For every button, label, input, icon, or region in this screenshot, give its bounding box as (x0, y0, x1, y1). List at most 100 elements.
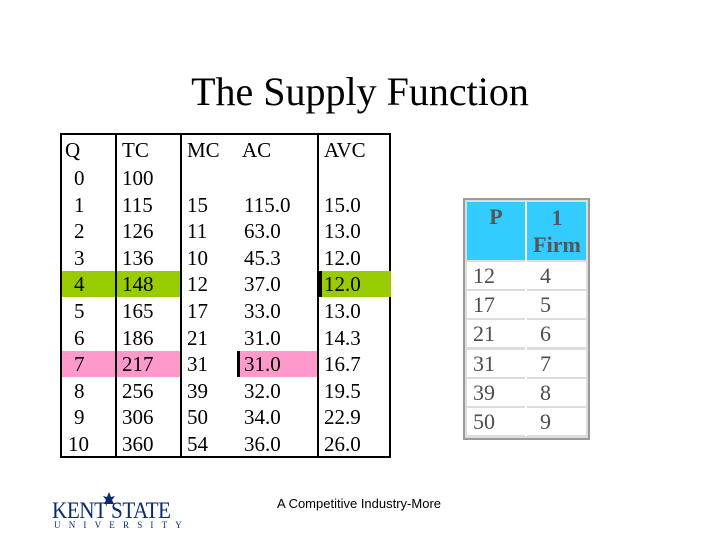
table-row: 1 115 15 115.0 15.0 (62, 192, 389, 219)
table-cell: 39 (187, 378, 208, 403)
table-cell: 217 (122, 352, 154, 377)
table-cell: 115 (122, 192, 153, 217)
table-cell: 13.0 (324, 219, 361, 244)
price-cell: 31 (473, 350, 495, 376)
column-header: AC (242, 138, 272, 162)
column-header: TC (122, 138, 149, 162)
table-cell: 13.0 (324, 299, 361, 323)
table-row: 9 306 50 34.0 22.9 (62, 404, 389, 431)
table-cell: 3 (74, 245, 85, 270)
table-cell: 1 (74, 192, 85, 217)
column-divider (180, 135, 182, 456)
table-cell: 12 (187, 272, 208, 297)
firm-count-header: 1 Firm (533, 205, 581, 257)
table-cell: 17 (187, 299, 208, 323)
table-cell: 31.0 (244, 352, 281, 377)
table-cell: 10 (187, 245, 208, 270)
ac-highlight (237, 351, 317, 378)
table-cell: 15.0 (324, 192, 361, 217)
slide-caption: A Competitive Industry-More (277, 496, 442, 511)
table-row: 7 217 31 31.0 16.7 (62, 351, 389, 378)
table-cell: 26.0 (324, 432, 361, 456)
quantity-cell: 9 (540, 409, 551, 434)
cost-table-header: Q TC MC AC AVC (62, 137, 389, 164)
table-cell: 8 (74, 378, 85, 403)
table-cell: 136 (122, 245, 154, 270)
slide-title: The Supply Function (191, 69, 529, 114)
table-row: 6 186 21 31.0 14.3 (62, 325, 389, 352)
table-row: 8 256 39 32.0 19.5 (62, 378, 389, 405)
table-cell: 6 (74, 325, 85, 350)
column-divider (317, 135, 319, 456)
row-highlight (62, 351, 180, 378)
table-cell: 126 (122, 219, 154, 244)
table-cell: 186 (122, 325, 154, 350)
table-cell: 4 (74, 272, 85, 297)
table-cell: 33.0 (244, 299, 281, 323)
avc-marker (319, 271, 322, 298)
column-header: Q (65, 138, 81, 162)
table-cell: 31.0 (244, 325, 281, 350)
quantity-cell: 5 (540, 292, 551, 318)
table-row: 0 100 (62, 165, 389, 192)
table-row: 5 165 17 33.0 13.0 (62, 298, 389, 325)
table-cell: 11 (187, 219, 208, 244)
table-cell: 31 (187, 352, 208, 377)
kent-state-logo: KENT STATE UNIVERSITY (52, 492, 182, 532)
price-cell: 39 (473, 379, 495, 405)
table-cell: 0 (74, 166, 85, 190)
column-header: MC (187, 138, 220, 162)
column-divider (525, 202, 527, 436)
logo-flame-icon (103, 492, 115, 504)
table-cell: 45.3 (244, 245, 281, 270)
table-cell: 360 (122, 432, 154, 456)
table-cell: 12.0 (324, 272, 361, 297)
quantity-cell: 6 (540, 321, 551, 347)
table-cell: 100 (122, 166, 154, 190)
price-header: P (489, 204, 503, 229)
table-cell: 19.5 (324, 378, 361, 403)
table-cell: 7 (74, 352, 85, 377)
column-divider (115, 135, 117, 456)
table-cell: 9 (74, 405, 85, 430)
table-cell: 54 (187, 432, 208, 456)
price-cell: 17 (473, 292, 495, 318)
table-cell: 148 (122, 272, 154, 297)
price-cell: 12 (473, 263, 495, 288)
table-row: 4 148 12 37.0 12.0 (62, 271, 389, 298)
table-cell: 10 (68, 432, 89, 456)
price-cell: 21 (473, 321, 495, 347)
price-cell: 50 (473, 409, 495, 434)
table-cell: 14.3 (324, 325, 361, 350)
table-cell: 37.0 (244, 272, 281, 297)
table-cell: 22.9 (324, 405, 361, 430)
table-cell: 165 (122, 299, 154, 323)
quantity-cell: 8 (540, 379, 551, 405)
table-cell: 256 (122, 378, 154, 403)
table-cell: 16.7 (324, 352, 361, 377)
table-cell: 5 (74, 299, 85, 323)
table-cell: 63.0 (244, 219, 281, 244)
table-row: 3 136 10 45.3 12.0 (62, 245, 389, 272)
firm-supply-table: P 1 Firm 12 4 17 5 21 6 31 7 39 8 50 9 (463, 198, 590, 440)
table-cell: 306 (122, 405, 154, 430)
table-cell: 32.0 (244, 378, 281, 403)
table-cell: 50 (187, 405, 208, 430)
table-cell: 2 (74, 219, 85, 244)
row-highlight (62, 271, 180, 298)
table-cell: 15 (187, 192, 208, 217)
table-cell: 21 (187, 325, 208, 350)
table-cell: 115.0 (244, 192, 291, 217)
logo-name: KENT STATE (52, 498, 171, 523)
table-row: 10 360 54 36.0 26.0 (62, 431, 389, 458)
table-cell: 34.0 (244, 405, 281, 430)
column-header: AVC (324, 138, 366, 162)
quantity-cell: 7 (540, 350, 551, 376)
quantity-cell: 4 (540, 263, 551, 288)
table-cell: 36.0 (244, 432, 281, 456)
table-cell: 12.0 (324, 245, 361, 270)
logo-subtitle: UNIVERSITY (54, 520, 190, 530)
cost-table: Q TC MC AC AVC 0 100 1 115 15 115.0 15.0 2 126 11 63.0 1… (60, 133, 391, 458)
ac-marker (237, 351, 240, 378)
table-row: 2 126 11 63.0 13.0 (62, 218, 389, 245)
